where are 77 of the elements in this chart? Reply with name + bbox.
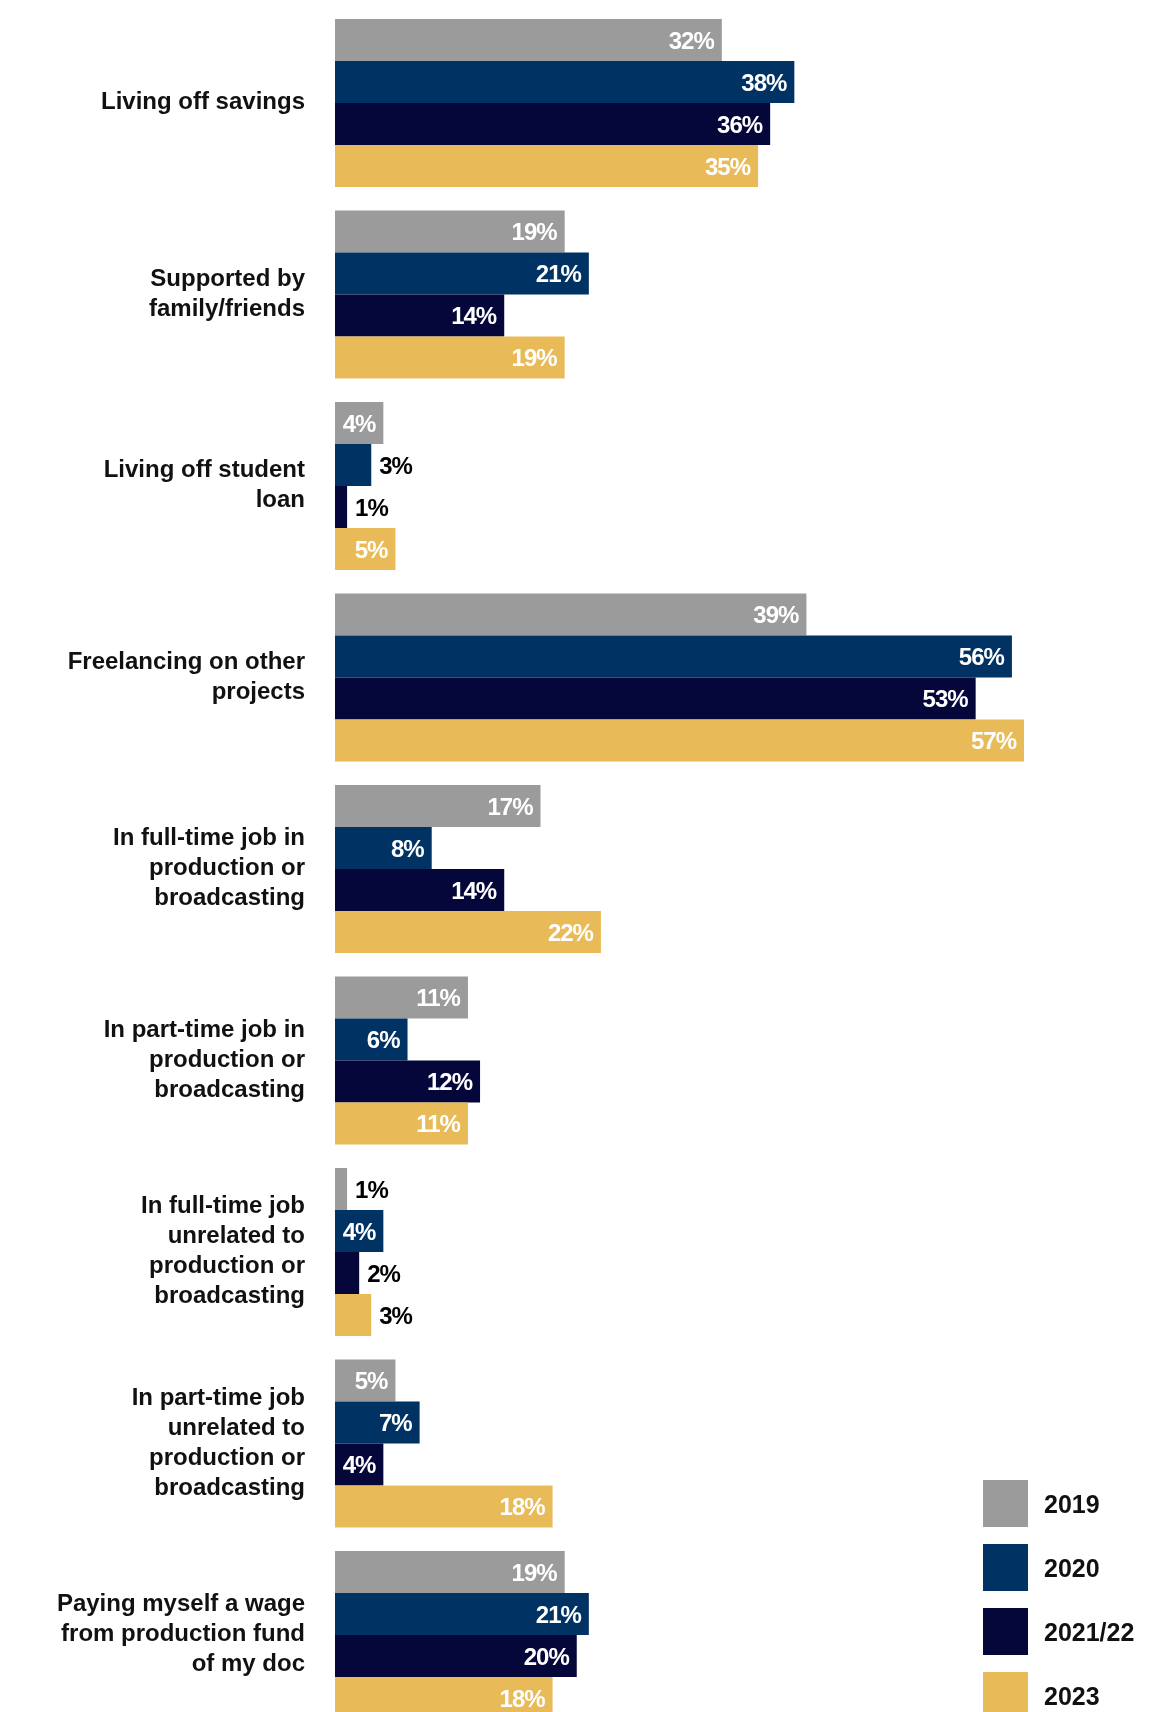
bar — [335, 1551, 565, 1593]
data-label: 20% — [523, 1642, 570, 1670]
y-tick-label: Living off student loan — [103, 455, 305, 513]
data-label: 12% — [427, 1068, 473, 1095]
data-label: 3% — [379, 1301, 413, 1329]
bar — [335, 911, 601, 953]
data-label: 35% — [705, 152, 751, 180]
data-label: 19% — [511, 344, 558, 371]
bar — [335, 869, 505, 911]
data-label: 4% — [342, 1217, 377, 1245]
legend-label: 2019 — [1044, 1490, 1100, 1518]
bar — [335, 145, 759, 187]
bar — [335, 677, 976, 720]
bar — [335, 61, 795, 103]
data-label: 19% — [511, 1558, 558, 1586]
data-label: 14% — [451, 302, 497, 329]
bar — [335, 444, 372, 486]
data-label: 1% — [355, 1175, 389, 1203]
data-label: 3% — [379, 451, 413, 479]
data-label: 53% — [922, 685, 969, 712]
bar — [335, 1401, 420, 1444]
legend-label: 2021/22 — [1044, 1618, 1135, 1646]
y-tick-label: Living off savings — [100, 87, 305, 115]
data-label: 4% — [342, 409, 377, 437]
data-label: 5% — [354, 1367, 389, 1394]
bar — [335, 1252, 360, 1294]
data-label: 2% — [367, 1259, 401, 1287]
data-label: 14% — [451, 876, 497, 904]
bar — [335, 486, 348, 528]
data-label: 39% — [753, 601, 800, 628]
data-label: 11% — [416, 1110, 461, 1137]
data-label: 18% — [499, 1684, 546, 1712]
y-tick-label: Freelancing on other projects — [67, 646, 305, 704]
legend-label: 2020 — [1044, 1554, 1100, 1582]
data-label: 7% — [378, 1409, 413, 1436]
bar — [335, 827, 432, 869]
data-label: 21% — [535, 260, 582, 287]
bar — [335, 103, 771, 145]
data-label: 57% — [970, 727, 1017, 754]
data-label: 11% — [416, 984, 461, 1011]
data-label: 32% — [668, 26, 715, 54]
bar — [335, 336, 565, 379]
bar — [335, 593, 807, 636]
y-tick-label: Paying myself a wage from production fund of my doc — [56, 1589, 305, 1677]
data-label: 4% — [342, 1451, 377, 1478]
y-tick-label: In full-time job in production or broadcasting — [113, 823, 305, 911]
bar — [335, 635, 1012, 678]
bar — [335, 1168, 348, 1210]
data-label: 1% — [355, 493, 389, 521]
bar — [335, 976, 468, 1019]
legend-label: 2023 — [1044, 1682, 1100, 1710]
bar — [335, 19, 722, 61]
bar — [335, 294, 505, 337]
y-tick-label: In part-time job unrelated to production or broadcasting — [131, 1382, 305, 1500]
data-label: 36% — [717, 110, 763, 138]
bar — [335, 785, 541, 827]
data-label: 21% — [535, 1600, 582, 1628]
bar — [335, 1060, 481, 1103]
data-label: 17% — [487, 792, 534, 820]
bar — [335, 210, 565, 253]
data-label: 6% — [366, 1026, 401, 1053]
bar — [335, 1485, 553, 1528]
bar — [335, 252, 589, 295]
data-label: 8% — [391, 834, 425, 862]
data-label: 22% — [547, 918, 594, 946]
y-tick-label: In full-time job unrelated to production or broadcasting — [141, 1191, 305, 1309]
data-label: 18% — [499, 1493, 546, 1520]
data-label: 38% — [741, 68, 787, 96]
data-label: 19% — [511, 218, 558, 245]
y-tick-label: Supported by family/friends — [148, 263, 306, 321]
bar — [335, 1593, 589, 1635]
bar — [335, 1102, 468, 1145]
data-label: 56% — [958, 643, 1005, 670]
data-label: 5% — [354, 535, 389, 563]
y-tick-label: In part-time job in production or broadcasting — [103, 1014, 305, 1102]
bar — [335, 1294, 372, 1336]
bar — [335, 719, 1024, 762]
